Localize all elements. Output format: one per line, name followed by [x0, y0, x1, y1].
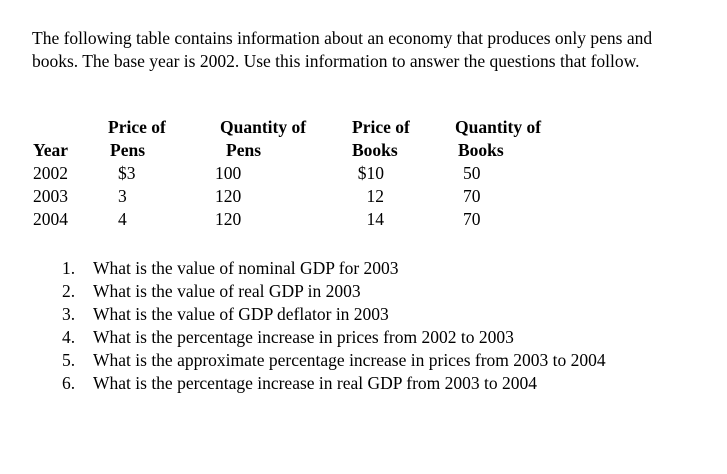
table-row: 2003 3 120 12 70 — [0, 185, 727, 208]
cell-qty-pens: 120 — [215, 209, 242, 229]
question-number: 1. — [62, 258, 76, 278]
cell-price-pens: 3 — [118, 186, 127, 206]
economy-data-table: Price of Quantity of Price of Quantity o… — [0, 116, 727, 232]
question-number: 5. — [62, 350, 76, 370]
header-pens-qty-label: Pens — [226, 140, 261, 160]
cell-price-books: 14 — [366, 209, 385, 229]
cell-year: 2003 — [33, 186, 68, 206]
list-item: 1. What is the value of nominal GDP for … — [62, 257, 606, 280]
intro-line-2: books. The base year is 2002. Use this i… — [32, 51, 640, 71]
header-books-price-label: Books — [352, 140, 398, 160]
header-quantity-of-books-top: Quantity of — [455, 117, 542, 137]
questions-list: 1. What is the value of nominal GDP for … — [62, 257, 606, 395]
cell-price-books: $10 — [357, 163, 384, 183]
question-number: 2. — [62, 281, 76, 301]
question-text: What is the approximate percentage incre… — [93, 350, 606, 370]
table-row: 2002 $3 100 $10 50 — [0, 162, 727, 185]
list-item: 4. What is the percentage increase in pr… — [62, 326, 606, 349]
cell-qty-books: 50 — [463, 163, 481, 183]
cell-qty-pens: 120 — [215, 186, 242, 206]
header-price-of-pens-top: Price of — [108, 117, 166, 137]
list-item: 5. What is the approximate percentage in… — [62, 349, 606, 372]
list-item: 6. What is the percentage increase in re… — [62, 372, 606, 395]
cell-price-pens: 4 — [118, 209, 127, 229]
header-price-of-books-top: Price of — [352, 117, 410, 137]
cell-price-pens: $3 — [118, 163, 136, 183]
cell-qty-books: 70 — [463, 209, 481, 229]
cell-year: 2002 — [33, 163, 68, 183]
list-item: 2. What is the value of real GDP in 2003 — [62, 280, 606, 303]
question-text: What is the percentage increase in price… — [93, 327, 514, 347]
question-number: 6. — [62, 373, 76, 393]
intro-line-1: The following table contains information… — [32, 28, 653, 48]
table-header-line-1: Price of Quantity of Price of Quantity o… — [0, 116, 727, 139]
cell-qty-books: 70 — [463, 186, 481, 206]
table-header-line-2: Year Pens Pens Books Books — [0, 139, 727, 162]
question-number: 3. — [62, 304, 76, 324]
header-pens-price-label: Pens — [110, 140, 145, 160]
intro-paragraph: The following table contains information… — [32, 27, 727, 73]
question-number: 4. — [62, 327, 76, 347]
cell-price-books: 12 — [366, 186, 385, 206]
header-books-qty-label: Books — [458, 140, 504, 160]
table-row: 2004 4 120 14 70 — [0, 208, 727, 231]
list-item: 3. What is the value of GDP deflator in … — [62, 303, 606, 326]
header-year: Year — [33, 140, 68, 160]
question-text: What is the percentage increase in real … — [93, 373, 537, 393]
cell-qty-pens: 100 — [215, 163, 242, 183]
cell-year: 2004 — [33, 209, 68, 229]
question-text: What is the value of nominal GDP for 200… — [93, 258, 399, 278]
question-text: What is the value of GDP deflator in 200… — [93, 304, 389, 324]
header-quantity-of-pens-top: Quantity of — [220, 117, 307, 137]
question-text: What is the value of real GDP in 2003 — [93, 281, 361, 301]
